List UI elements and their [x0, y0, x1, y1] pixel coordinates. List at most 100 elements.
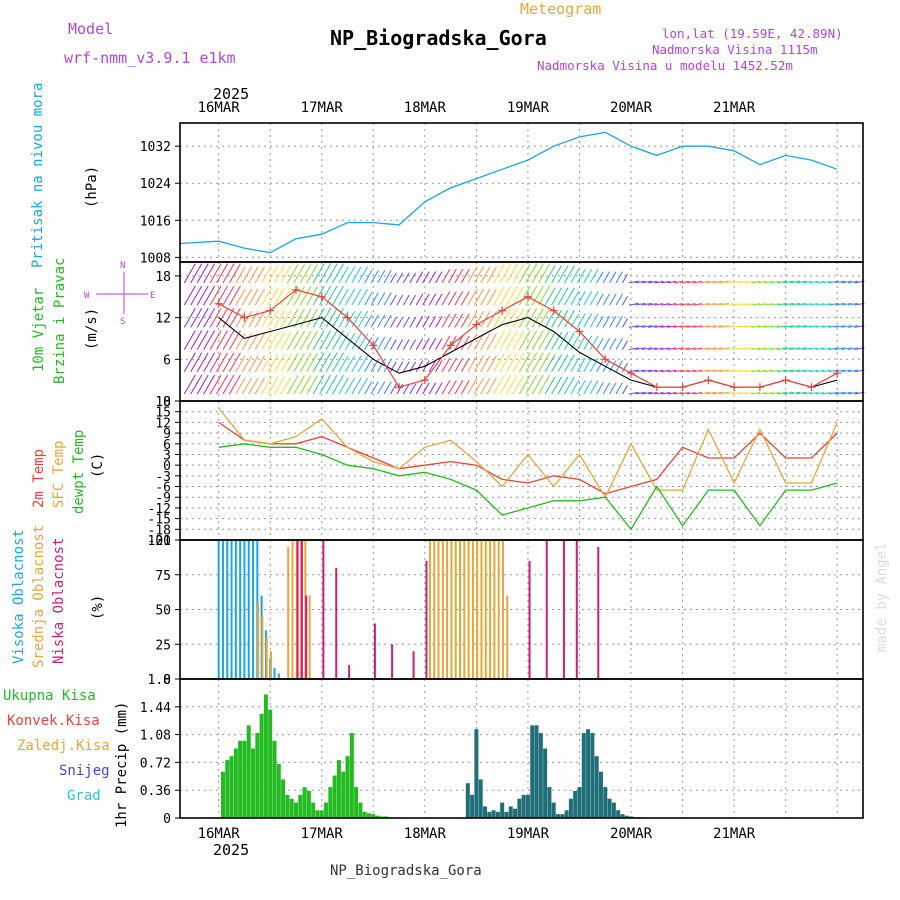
wind-barb: [306, 286, 318, 306]
y-tick-label: 25: [155, 638, 171, 653]
wind-barb: [576, 380, 586, 395]
wind-barb: [493, 286, 505, 306]
wind-barb: [706, 325, 717, 328]
wind-barb: [286, 375, 299, 395]
wind-barb: [370, 336, 379, 350]
wind-barb: [693, 303, 703, 306]
cloud-bar: [450, 540, 453, 679]
wind-barb: [564, 331, 575, 350]
wind-barb: [203, 285, 216, 306]
wind-barb: [312, 330, 325, 350]
wind-barb: [686, 369, 696, 373]
wind-barb: [609, 315, 617, 328]
wind-barb: [241, 377, 253, 395]
precip-bar: [513, 808, 518, 818]
wind-barb: [435, 293, 443, 306]
y-tick-label: 1016: [140, 214, 171, 229]
wind-barb: [777, 347, 788, 351]
wind-barb: [712, 280, 723, 284]
cloud-bar: [348, 665, 351, 679]
y-tick-label: 0.36: [140, 784, 171, 799]
wind-barb: [293, 375, 305, 395]
temp-2m-line: [218, 421, 838, 495]
wind-barb: [235, 333, 246, 350]
cloud-bar: [454, 540, 457, 679]
wind-barb: [190, 285, 203, 306]
y-tick-label: -12: [148, 502, 171, 517]
wind-barb: [196, 285, 209, 306]
precip-bar: [341, 771, 346, 818]
precip-bar: [607, 798, 612, 818]
wind-barb: [622, 273, 628, 284]
wind-barb: [344, 355, 356, 373]
wind-barb: [312, 374, 325, 395]
cloud-bar: [252, 540, 255, 679]
wind-barb: [744, 280, 754, 284]
wind-barb: [267, 331, 279, 350]
wind-barb: [822, 392, 831, 395]
precip-bar: [276, 763, 281, 818]
wind-barb: [596, 382, 604, 395]
wind-barb: [222, 285, 235, 306]
wind-barb: [280, 354, 292, 373]
x-tick-bottom-label: 18MAR: [404, 826, 447, 842]
wind-barb: [834, 325, 846, 328]
precip-bar: [311, 802, 316, 818]
cloud-bar: [428, 540, 431, 679]
wind-barb: [667, 303, 677, 306]
wind-barb: [293, 264, 305, 284]
wind-barb: [293, 286, 305, 306]
wind-barb: [280, 309, 292, 328]
cloud-bar: [373, 623, 376, 679]
precip-bar: [336, 760, 341, 818]
wind-barb: [551, 354, 563, 373]
wind-barb: [222, 352, 235, 373]
gust-marker: [678, 383, 687, 392]
wind-barb: [789, 302, 801, 306]
wind-barb: [499, 353, 512, 373]
gust-marker: [214, 299, 223, 308]
wind-barb: [622, 384, 628, 395]
wind-barb: [576, 268, 586, 284]
wind-barb: [422, 338, 430, 350]
wind-barb: [377, 381, 386, 395]
altitude-label: Nadmorska Visina 1115m: [652, 42, 818, 57]
precip-bar: [371, 814, 376, 818]
precip-bar: [298, 794, 303, 818]
wind-barb: [332, 352, 344, 373]
wind-barb: [847, 347, 859, 351]
wind-barb: [319, 308, 332, 328]
wind-barb: [235, 377, 246, 395]
wind-barb: [480, 377, 491, 395]
wind-barb: [680, 280, 690, 284]
wind-barb: [725, 325, 735, 328]
wind-barb: [525, 374, 538, 395]
wind-barb: [274, 331, 285, 350]
x-tick-top-label: 20MAR: [610, 100, 653, 116]
wind-barb: [506, 308, 518, 328]
wind-barb: [390, 317, 397, 328]
wind-barb: [319, 285, 332, 306]
cloud-bar: [497, 540, 500, 679]
wind-barb: [306, 264, 318, 284]
wind-barbs: [183, 263, 865, 395]
cloud-bar: [265, 637, 268, 679]
wind-barb: [351, 266, 362, 284]
wind-barb: [757, 303, 767, 306]
precip-bar: [611, 802, 616, 818]
wind-barb: [409, 317, 417, 328]
wind-barb: [196, 308, 209, 328]
gust-marker: [755, 383, 764, 392]
gust-marker: [266, 306, 275, 315]
wind-barb: [783, 280, 794, 284]
wind-barb: [370, 292, 379, 306]
wind-barb: [428, 271, 437, 284]
wind-barb: [725, 303, 735, 306]
precip-bar: [543, 748, 548, 818]
wind-barb: [203, 308, 216, 328]
wind-barb: [216, 374, 228, 395]
gust-marker: [781, 376, 790, 385]
gust-marker: [369, 341, 378, 350]
wind-barb: [261, 376, 273, 395]
wind-barb: [377, 292, 386, 306]
